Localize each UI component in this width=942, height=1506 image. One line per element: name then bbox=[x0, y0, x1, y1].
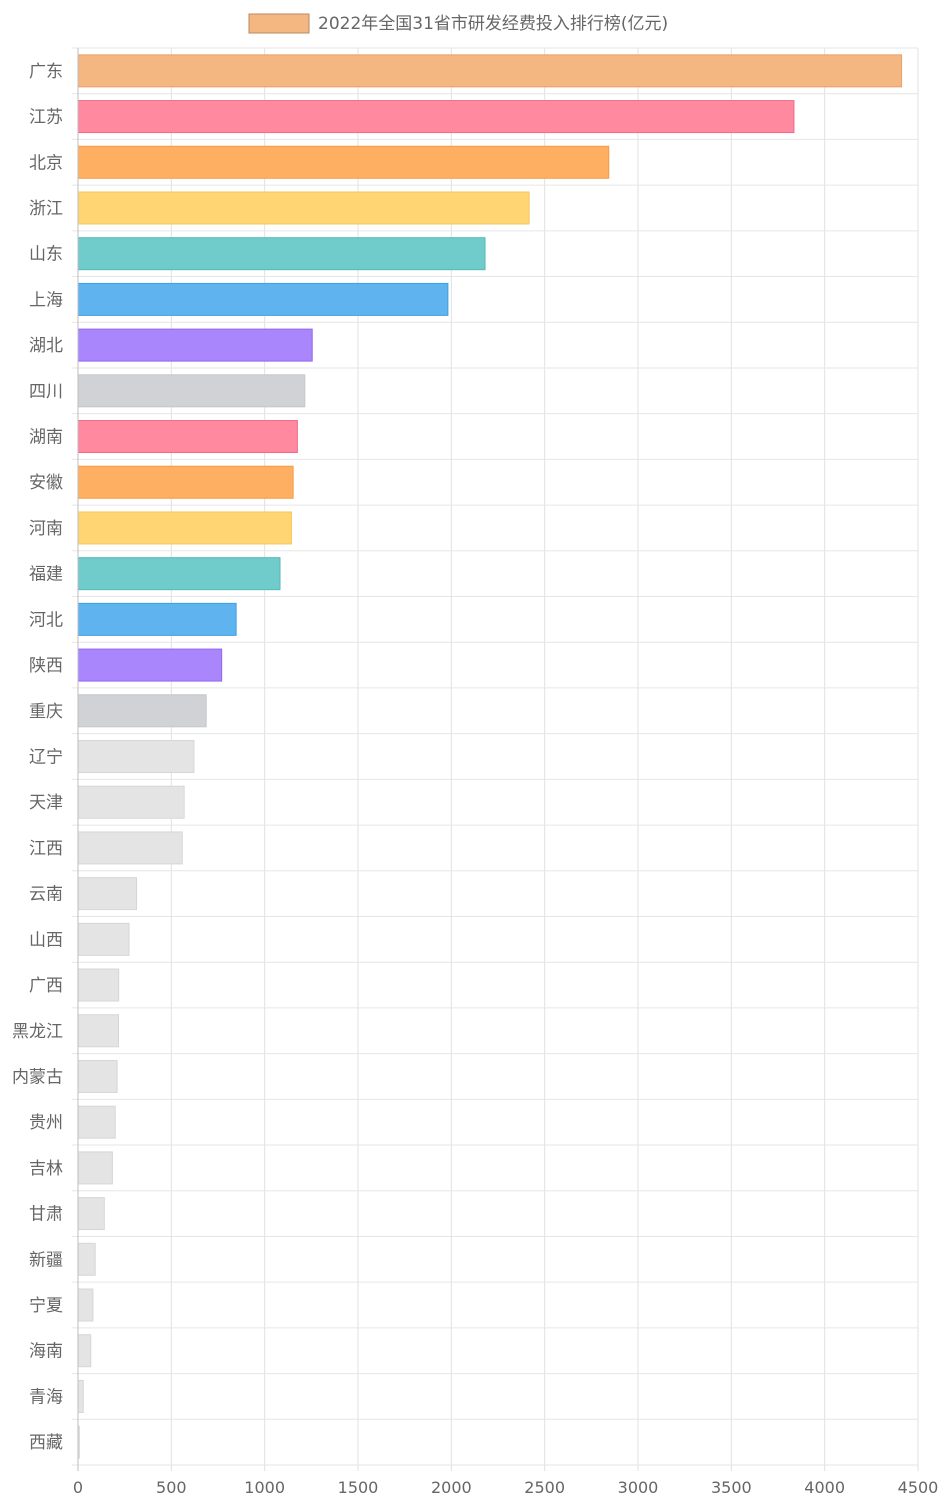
category-label: 青海 bbox=[29, 1387, 63, 1407]
category-label: 河南 bbox=[29, 519, 63, 539]
x-tick-label: 3500 bbox=[711, 1478, 752, 1497]
bar-辽宁[interactable] bbox=[77, 740, 195, 773]
category-label: 北京 bbox=[29, 153, 63, 173]
bar-山西[interactable] bbox=[77, 922, 130, 956]
legend-swatch[interactable] bbox=[248, 13, 310, 34]
category-label: 上海 bbox=[29, 290, 63, 310]
category-label: 陕西 bbox=[29, 656, 63, 676]
category-label: 湖南 bbox=[29, 428, 63, 448]
bar-上海[interactable] bbox=[77, 282, 449, 316]
bar-广西[interactable] bbox=[77, 968, 120, 1002]
bar-天津[interactable] bbox=[77, 785, 185, 819]
category-label: 山东 bbox=[29, 245, 63, 265]
category-label: 西藏 bbox=[29, 1433, 63, 1453]
bar-山东[interactable] bbox=[77, 237, 486, 271]
category-label: 浙江 bbox=[29, 199, 63, 219]
bar-新疆[interactable] bbox=[77, 1242, 96, 1276]
bar-宁夏[interactable] bbox=[77, 1288, 94, 1322]
category-label: 重庆 bbox=[29, 702, 63, 722]
legend[interactable]: 2022年全国31省市研发经费投入排行榜(亿元) bbox=[248, 13, 668, 34]
category-label: 辽宁 bbox=[29, 748, 63, 768]
x-tick-label: 1500 bbox=[338, 1478, 379, 1497]
x-tick-label: 2500 bbox=[524, 1478, 565, 1497]
x-tick-label: 4500 bbox=[898, 1478, 939, 1497]
category-label: 贵州 bbox=[29, 1113, 63, 1133]
bar-湖北[interactable] bbox=[77, 328, 313, 362]
bar-浙江[interactable] bbox=[77, 191, 530, 225]
category-label: 江苏 bbox=[29, 108, 63, 128]
bar-安徽[interactable] bbox=[77, 465, 294, 499]
bar-北京[interactable] bbox=[77, 145, 610, 179]
category-label: 湖北 bbox=[29, 336, 63, 356]
bar-青海[interactable] bbox=[77, 1379, 84, 1413]
grid-layer bbox=[72, 47, 919, 1471]
category-label: 四川 bbox=[29, 382, 63, 402]
category-label: 天津 bbox=[29, 793, 63, 813]
bar-湖南[interactable] bbox=[77, 420, 298, 454]
bar-黑龙江[interactable] bbox=[77, 1014, 119, 1048]
category-label: 安徽 bbox=[29, 473, 63, 493]
category-label: 云南 bbox=[29, 885, 63, 905]
bar-江苏[interactable] bbox=[77, 100, 795, 134]
legend-label[interactable]: 2022年全国31省市研发经费投入排行榜(亿元) bbox=[318, 14, 668, 34]
category-label: 广西 bbox=[29, 976, 63, 996]
bar-陕西[interactable] bbox=[77, 648, 223, 682]
category-label: 新疆 bbox=[29, 1250, 63, 1270]
bar-四川[interactable] bbox=[77, 374, 306, 408]
x-tick-label: 4000 bbox=[804, 1478, 845, 1497]
x-tick-label: 3000 bbox=[618, 1478, 659, 1497]
category-label: 广东 bbox=[29, 62, 63, 82]
bar-福建[interactable] bbox=[77, 557, 281, 591]
bar-layer bbox=[77, 54, 903, 1459]
category-label: 甘肃 bbox=[29, 1205, 63, 1225]
bar-云南[interactable] bbox=[77, 877, 138, 911]
category-label: 宁夏 bbox=[29, 1296, 63, 1316]
x-tick-label: 500 bbox=[156, 1478, 187, 1497]
bar-吉林[interactable] bbox=[77, 1151, 113, 1185]
bar-甘肃[interactable] bbox=[77, 1197, 105, 1231]
bar-河南[interactable] bbox=[77, 511, 292, 545]
bar-江西[interactable] bbox=[77, 831, 183, 865]
x-tick-label: 2000 bbox=[431, 1478, 472, 1497]
x-tick-label: 1000 bbox=[244, 1478, 285, 1497]
category-label: 江西 bbox=[29, 839, 63, 859]
bar-内蒙古[interactable] bbox=[77, 1059, 118, 1093]
category-label: 福建 bbox=[29, 565, 63, 585]
bar-重庆[interactable] bbox=[77, 694, 207, 728]
bar-河北[interactable] bbox=[77, 602, 237, 636]
category-label: 黑龙江 bbox=[12, 1022, 63, 1042]
category-label: 内蒙古 bbox=[12, 1067, 63, 1087]
label-layer: 0 500 1000 1500 2000 2500 3000 3500 4000 4500 广东江苏… bbox=[12, 62, 938, 1497]
category-label: 海南 bbox=[29, 1342, 63, 1362]
x-tick-label: 0 bbox=[73, 1478, 83, 1497]
category-label: 河北 bbox=[29, 610, 63, 630]
bar-贵州[interactable] bbox=[77, 1105, 116, 1139]
bar-广东[interactable] bbox=[77, 54, 903, 88]
category-label: 吉林 bbox=[29, 1159, 63, 1179]
bar-海南[interactable] bbox=[77, 1334, 92, 1368]
category-label: 山西 bbox=[29, 930, 63, 950]
